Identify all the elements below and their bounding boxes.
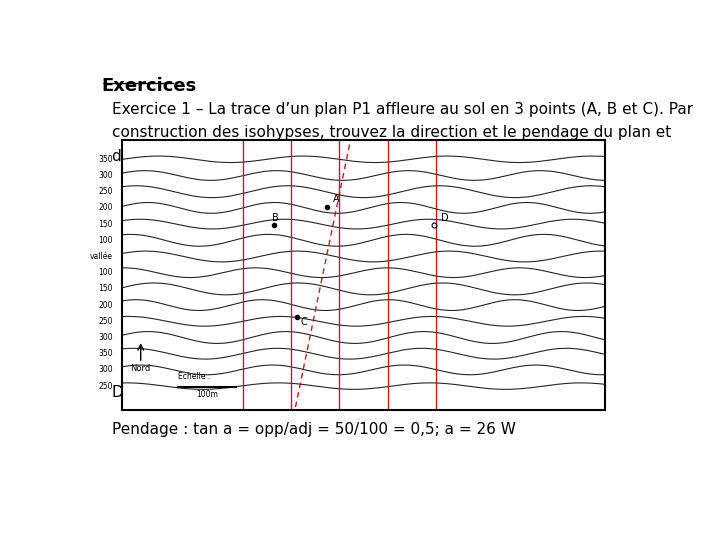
Text: 150: 150 xyxy=(98,220,113,228)
Text: A: A xyxy=(333,194,340,205)
Text: 100m: 100m xyxy=(196,390,217,399)
Text: 300: 300 xyxy=(98,366,113,374)
Text: Nord: Nord xyxy=(130,364,151,373)
Text: 300: 300 xyxy=(98,171,113,180)
Text: B: B xyxy=(272,213,279,222)
Text: P1: P1 xyxy=(356,144,374,157)
Text: Echelle :: Echelle : xyxy=(178,372,210,381)
Text: 250: 250 xyxy=(98,317,113,326)
Text: 100: 100 xyxy=(98,236,113,245)
Text: 200: 200 xyxy=(98,301,113,309)
Text: 200: 200 xyxy=(98,204,113,212)
Text: 300: 300 xyxy=(98,333,113,342)
Text: Pendage : tan a = opp/adj = 50/100 = 0,5; a = 26 W: Pendage : tan a = opp/adj = 50/100 = 0,5… xyxy=(112,422,516,437)
Text: 350: 350 xyxy=(98,155,113,164)
Text: Exercices: Exercices xyxy=(101,77,197,95)
Text: Exercice 1 – La trace d’un plan P1 affleure au sol en 3 points (A, B et C). Par: Exercice 1 – La trace d’un plan P1 affle… xyxy=(112,102,693,117)
Text: dessiner sa trace complète sur la carte.: dessiner sa trace complète sur la carte. xyxy=(112,148,418,164)
Text: vallée: vallée xyxy=(90,252,113,261)
Text: D: D xyxy=(441,213,449,222)
Text: Direction : N180: Direction : N180 xyxy=(112,385,237,400)
Text: C: C xyxy=(301,318,307,327)
Text: 100: 100 xyxy=(98,268,113,277)
Text: 150: 150 xyxy=(98,285,113,293)
Text: construction des isohypses, trouvez la direction et le pendage du plan et: construction des isohypses, trouvez la d… xyxy=(112,125,672,140)
Text: 250: 250 xyxy=(98,187,113,196)
Text: 250: 250 xyxy=(98,382,113,390)
Text: 350: 350 xyxy=(98,349,113,358)
